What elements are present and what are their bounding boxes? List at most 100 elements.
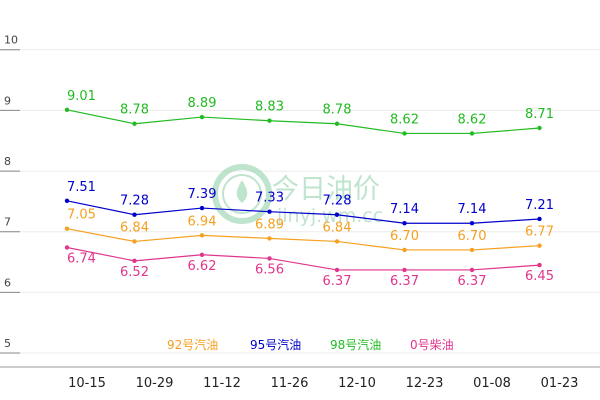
series-line [66, 228, 540, 251]
series-0: 7.05 6.84 6.94 6.89 6.84 6.70 6.70 6.77 [64, 208, 554, 253]
y-tick-label: 10 [4, 34, 18, 47]
data-point [537, 243, 542, 248]
data-label: 8.62 [458, 112, 487, 127]
legend-item: 95号汽油 [250, 337, 301, 352]
data-label: 8.89 [188, 96, 217, 111]
data-point [64, 107, 70, 112]
data-label: 6.37 [458, 274, 487, 289]
x-axis-ticks: 10-15 10-29 11-12 11-26 12-10 12-23 01-08 01-23 [68, 376, 578, 391]
data-label: 7.28 [323, 194, 352, 209]
data-label: 6.70 [458, 229, 487, 244]
data-label: 7.51 [67, 180, 96, 195]
data-label: 8.78 [323, 103, 352, 118]
series-line [66, 246, 540, 271]
data-point [64, 245, 70, 250]
y-grid: 5 6 7 8 9 10 [0, 34, 600, 354]
data-point [199, 205, 205, 211]
data-label: 7.05 [67, 208, 96, 223]
x-tick-label: 12-23 [406, 376, 444, 391]
legend: 92号汽油 95号汽油 98号汽油 0号柴油 [167, 337, 454, 352]
data-label: 6.62 [188, 259, 217, 274]
legend-item: 0号柴油 [410, 338, 454, 352]
data-point [64, 226, 70, 231]
y-tick-label: 5 [4, 337, 11, 350]
data-label: 6.70 [390, 229, 419, 244]
data-label: 6.74 [67, 251, 96, 266]
series-line [66, 200, 540, 224]
data-label: 7.14 [458, 202, 487, 217]
y-tick-label: 9 [4, 94, 11, 107]
legend-item: 98号汽油 [330, 337, 381, 352]
data-point [132, 121, 137, 126]
data-point [132, 239, 137, 244]
legend-item: 92号汽油 [167, 337, 218, 352]
data-label: 8.62 [390, 112, 419, 127]
data-label: 9.01 [67, 89, 96, 104]
x-tick-label: 01-23 [541, 376, 579, 391]
data-point [267, 118, 272, 123]
data-point [132, 212, 137, 217]
watermark: 今日油价 jinyj.wm.cc [212, 164, 383, 227]
data-point [334, 239, 340, 244]
data-point [267, 209, 272, 214]
x-tick-label: 01-08 [473, 376, 511, 391]
data-label: 6.84 [120, 220, 149, 235]
data-point [199, 252, 205, 257]
data-point [267, 256, 272, 261]
data-point [334, 121, 340, 126]
data-label: 6.52 [120, 265, 149, 280]
data-point [537, 125, 542, 131]
gauge-inner [222, 174, 262, 214]
x-tick-label: 10-15 [68, 376, 106, 391]
data-label: 6.45 [525, 269, 554, 284]
data-point [537, 216, 542, 222]
data-point [402, 221, 407, 226]
data-point [469, 247, 475, 253]
data-point [132, 258, 137, 264]
data-label: 6.84 [323, 220, 352, 235]
series-2: 9.01 8.78 8.89 8.83 8.78 8.62 8.62 8.71 [64, 89, 554, 136]
data-label: 7.14 [390, 202, 419, 217]
data-point [402, 131, 407, 136]
series-1: 7.51 7.28 7.39 7.33 7.28 7.14 7.14 7.21 [64, 180, 554, 226]
series-lines: 7.05 6.84 6.94 6.89 6.84 6.70 6.70 6.77 7.51 7.28… [64, 89, 554, 289]
series-3: 6.74 6.52 6.62 6.56 6.37 6.37 6.37 6.45 [64, 245, 554, 289]
data-label: 7.28 [120, 194, 149, 209]
data-point [64, 198, 70, 203]
data-label: 6.37 [323, 274, 352, 289]
data-point [469, 131, 475, 136]
watermark-url: jinyj.wm.cc [276, 205, 383, 227]
y-tick-label: 8 [4, 155, 11, 168]
series-line [66, 109, 540, 135]
x-tick-label: 10-29 [136, 376, 174, 391]
fuel-drop-icon [236, 180, 248, 203]
y-tick-label: 6 [4, 276, 11, 289]
data-label: 7.33 [255, 191, 284, 206]
y-tick-label: 7 [4, 216, 11, 229]
data-point [199, 233, 205, 238]
data-label: 6.89 [255, 217, 284, 232]
gauge-icon [212, 164, 272, 224]
data-point [469, 267, 475, 273]
data-label: 8.71 [525, 107, 554, 122]
data-label: 7.39 [188, 187, 217, 202]
data-label: 6.77 [525, 225, 554, 240]
data-point [267, 236, 272, 241]
data-label: 7.21 [525, 198, 554, 213]
data-point [199, 114, 205, 120]
data-label: 8.83 [255, 100, 284, 115]
data-point [334, 212, 340, 217]
data-point [537, 262, 542, 268]
x-tick-label: 11-12 [203, 376, 241, 391]
data-label: 8.78 [120, 103, 149, 118]
watermark-title: 今日油价 [272, 174, 380, 205]
data-label: 6.94 [188, 214, 217, 229]
data-label: 6.37 [390, 274, 419, 289]
data-point [469, 221, 475, 226]
data-point [402, 247, 407, 253]
x-tick-label: 11-26 [271, 376, 309, 391]
data-point [334, 267, 340, 273]
data-point [402, 267, 407, 273]
